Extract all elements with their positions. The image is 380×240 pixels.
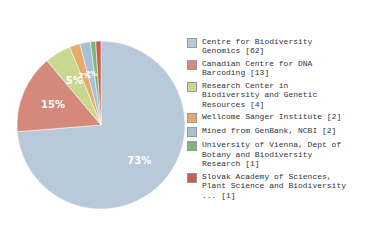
html-text:Mined from GenBank, NCBI [2]: Mined from GenBank, NCBI [2] [202, 126, 337, 136]
html-text:Plant Science and Biodiversity: Plant Science and Biodiversity [202, 181, 346, 191]
html-text:Biodiversity and Genetic: Biodiversity and Genetic [202, 90, 318, 100]
html-text:Canadian Centre for DNA: Canadian Centre for DNA [202, 58, 313, 68]
svg-text:73%: 73% [127, 155, 151, 166]
html-text:Barcoding [13]: Barcoding [13] [202, 68, 270, 78]
html-text:Genomics [62]: Genomics [62] [202, 46, 265, 56]
html-text:Resources [4]: Resources [4] [202, 99, 265, 109]
html-text:University of Vienna, Dept of: University of Vienna, Dept of [202, 140, 342, 150]
html-text:Research [1]: Research [1] [202, 159, 260, 169]
html-text:Slovak Academy of Sciences,: Slovak Academy of Sciences, [202, 171, 332, 181]
html-text:Research Center in: Research Center in [202, 80, 289, 90]
html-text:... [1]: ... [1] [202, 190, 236, 200]
html-text:Wellcome Sanger Institute [2]: Wellcome Sanger Institute [2] [202, 112, 342, 122]
svg-text:5%: 5% [65, 74, 83, 86]
svg-text:15%: 15% [41, 99, 65, 110]
html-text:Centre for Biodiversity: Centre for Biodiversity [202, 36, 313, 46]
html-text:Botany and Biodiversity: Botany and Biodiversity [202, 149, 313, 159]
svg-text:2%: 2% [85, 70, 97, 78]
